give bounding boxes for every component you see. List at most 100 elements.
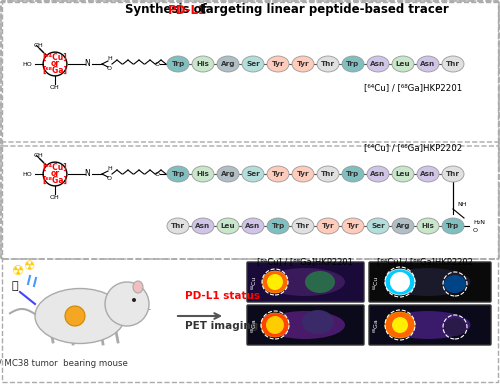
Ellipse shape — [386, 268, 470, 296]
Ellipse shape — [242, 218, 264, 234]
Ellipse shape — [417, 166, 439, 182]
Text: OH: OH — [50, 85, 60, 90]
Text: H: H — [108, 56, 112, 61]
Text: Thr: Thr — [171, 223, 185, 229]
Text: O: O — [154, 172, 160, 177]
Text: PD-L1 status: PD-L1 status — [185, 291, 260, 301]
Ellipse shape — [292, 166, 314, 182]
Ellipse shape — [392, 56, 414, 72]
Text: Thr: Thr — [446, 61, 460, 67]
Text: N: N — [84, 169, 90, 179]
Text: Trp: Trp — [272, 223, 284, 229]
Circle shape — [390, 272, 410, 292]
Text: [⁶⁸Ga]: [⁶⁸Ga] — [42, 176, 68, 185]
Ellipse shape — [267, 218, 289, 234]
Text: PD-L1: PD-L1 — [168, 3, 207, 17]
Ellipse shape — [417, 56, 439, 72]
Text: ⁶⁴Cu: ⁶⁴Cu — [374, 275, 379, 289]
Text: Ser: Ser — [371, 223, 385, 229]
Ellipse shape — [217, 218, 239, 234]
Ellipse shape — [267, 56, 289, 72]
Circle shape — [267, 274, 283, 290]
Circle shape — [105, 282, 149, 326]
Text: ⁶⁴Cu: ⁶⁴Cu — [252, 275, 257, 289]
FancyBboxPatch shape — [369, 262, 491, 302]
Ellipse shape — [292, 56, 314, 72]
Text: O: O — [154, 61, 160, 66]
Ellipse shape — [317, 166, 339, 182]
Ellipse shape — [305, 271, 335, 293]
Text: [⁶⁴Cu] / [⁶⁸Ga]HKP2201: [⁶⁴Cu] / [⁶⁸Ga]HKP2201 — [257, 258, 353, 266]
Text: H: H — [108, 167, 112, 172]
Text: His: His — [422, 223, 434, 229]
Text: Thr: Thr — [446, 171, 460, 177]
Text: ⁶⁸Ga: ⁶⁸Ga — [374, 318, 379, 332]
Text: .: . — [148, 302, 152, 312]
Text: N: N — [84, 60, 90, 68]
Text: NH: NH — [457, 202, 466, 207]
Ellipse shape — [317, 56, 339, 72]
FancyBboxPatch shape — [369, 305, 491, 345]
Text: Tyr: Tyr — [296, 61, 310, 67]
Text: Tyr: Tyr — [272, 61, 284, 67]
Text: Leu: Leu — [396, 61, 410, 67]
Text: Ser: Ser — [246, 61, 260, 67]
Text: Synthesis of: Synthesis of — [125, 3, 211, 17]
Ellipse shape — [385, 312, 415, 338]
Ellipse shape — [386, 311, 470, 339]
Text: His: His — [196, 171, 209, 177]
Text: Asn: Asn — [246, 223, 260, 229]
Text: Arg: Arg — [221, 171, 236, 177]
Text: Trp: Trp — [446, 223, 460, 229]
Text: Thr: Thr — [321, 171, 335, 177]
Text: Thr: Thr — [296, 223, 310, 229]
Text: ☢: ☢ — [12, 264, 24, 278]
Ellipse shape — [392, 218, 414, 234]
Text: Tyr: Tyr — [296, 171, 310, 177]
Text: or: or — [50, 169, 59, 179]
Ellipse shape — [444, 275, 466, 293]
FancyBboxPatch shape — [247, 305, 364, 345]
Ellipse shape — [442, 166, 464, 182]
Text: HO: HO — [22, 172, 32, 177]
Text: [⁶⁴Cu]: [⁶⁴Cu] — [42, 53, 68, 62]
Text: Asn: Asn — [420, 61, 436, 67]
Ellipse shape — [367, 218, 389, 234]
Text: targeting linear peptide-based tracer: targeting linear peptide-based tracer — [196, 3, 449, 17]
Text: [⁶⁴Cu] / [⁶⁸Ga]HKP2201: [⁶⁴Cu] / [⁶⁸Ga]HKP2201 — [364, 83, 462, 93]
Ellipse shape — [167, 218, 189, 234]
Ellipse shape — [217, 166, 239, 182]
Ellipse shape — [444, 318, 466, 336]
Text: Thr: Thr — [321, 61, 335, 67]
Ellipse shape — [342, 218, 364, 234]
Ellipse shape — [192, 166, 214, 182]
Text: Trp: Trp — [346, 61, 360, 67]
Text: or: or — [50, 60, 59, 68]
Ellipse shape — [267, 166, 289, 182]
Text: O: O — [473, 227, 478, 232]
Ellipse shape — [442, 56, 464, 72]
Ellipse shape — [317, 218, 339, 234]
Ellipse shape — [167, 56, 189, 72]
Ellipse shape — [242, 166, 264, 182]
Ellipse shape — [342, 166, 364, 182]
Text: Trp: Trp — [172, 61, 184, 67]
Ellipse shape — [265, 268, 345, 296]
Ellipse shape — [367, 166, 389, 182]
Text: PET imaging: PET imaging — [185, 321, 258, 331]
Ellipse shape — [242, 56, 264, 72]
Text: [⁶⁴Cu]: [⁶⁴Cu] — [42, 163, 68, 172]
Ellipse shape — [192, 56, 214, 72]
Ellipse shape — [367, 56, 389, 72]
Circle shape — [392, 317, 408, 333]
Ellipse shape — [292, 218, 314, 234]
Ellipse shape — [262, 271, 287, 293]
Text: OH: OH — [50, 195, 60, 200]
Text: Tyr: Tyr — [272, 171, 284, 177]
Text: [⁶⁴Cu] / [⁶⁸Ga]HKP2202: [⁶⁴Cu] / [⁶⁸Ga]HKP2202 — [377, 258, 473, 266]
Ellipse shape — [385, 269, 415, 295]
Text: ⁶⁸Ga: ⁶⁸Ga — [252, 318, 257, 332]
Text: His: His — [196, 61, 209, 67]
Ellipse shape — [417, 218, 439, 234]
Ellipse shape — [302, 310, 334, 334]
